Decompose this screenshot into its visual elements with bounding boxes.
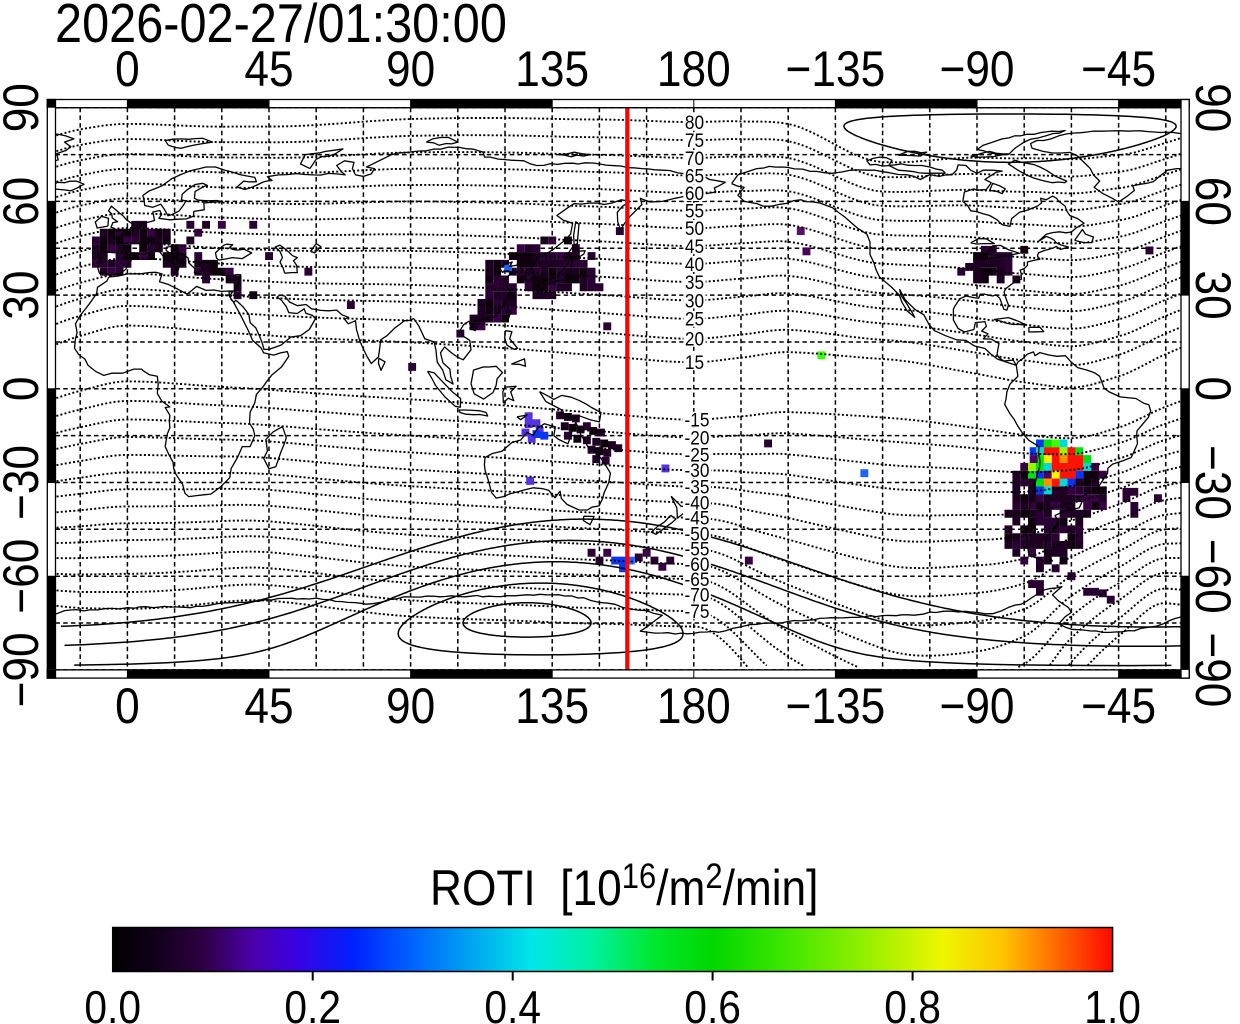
svg-text:135: 135 bbox=[515, 678, 589, 734]
svg-text:-45: -45 bbox=[685, 508, 710, 530]
svg-text:-20: -20 bbox=[685, 427, 710, 449]
svg-text:−90: −90 bbox=[940, 678, 1015, 734]
svg-text:45: 45 bbox=[244, 41, 293, 97]
svg-text:0.6: 0.6 bbox=[684, 981, 741, 1024]
svg-text:90: 90 bbox=[0, 83, 49, 132]
svg-text:−60: −60 bbox=[1185, 539, 1240, 614]
svg-text:-50: -50 bbox=[685, 523, 710, 545]
svg-text:1.0: 1.0 bbox=[1084, 981, 1141, 1024]
svg-text:-15: -15 bbox=[685, 410, 710, 432]
svg-text:0: 0 bbox=[1185, 377, 1240, 402]
svg-text:50: 50 bbox=[685, 218, 704, 240]
svg-text:0: 0 bbox=[115, 41, 140, 97]
svg-text:90: 90 bbox=[1185, 83, 1240, 132]
svg-text:90: 90 bbox=[386, 41, 435, 97]
svg-text:−135: −135 bbox=[786, 41, 886, 97]
svg-text:35: 35 bbox=[685, 272, 704, 294]
svg-text:0: 0 bbox=[0, 377, 49, 402]
svg-text:60: 60 bbox=[1185, 177, 1240, 226]
svg-text:180: 180 bbox=[657, 678, 731, 734]
svg-text:20: 20 bbox=[685, 329, 704, 351]
svg-text:30: 30 bbox=[0, 271, 49, 320]
svg-text:55: 55 bbox=[685, 201, 704, 223]
svg-text:-35: -35 bbox=[685, 477, 710, 499]
svg-text:60: 60 bbox=[685, 183, 704, 205]
svg-text:0.0: 0.0 bbox=[84, 981, 141, 1024]
svg-text:40: 40 bbox=[685, 254, 704, 276]
svg-text:65: 65 bbox=[685, 165, 704, 187]
svg-text:-40: -40 bbox=[685, 492, 710, 514]
svg-text:135: 135 bbox=[515, 41, 589, 97]
svg-text:15: 15 bbox=[685, 352, 704, 374]
svg-text:0.4: 0.4 bbox=[484, 981, 541, 1024]
svg-text:−90: −90 bbox=[1185, 632, 1240, 707]
svg-text:30: 30 bbox=[685, 290, 704, 312]
svg-text:−90: −90 bbox=[0, 632, 49, 707]
svg-text:90: 90 bbox=[386, 678, 435, 734]
svg-text:-65: -65 bbox=[685, 569, 710, 591]
svg-text:-75: -75 bbox=[685, 601, 710, 623]
svg-text:−60: −60 bbox=[0, 539, 49, 614]
svg-text:−45: −45 bbox=[1081, 678, 1156, 734]
svg-text:30: 30 bbox=[1185, 271, 1240, 320]
svg-text:−135: −135 bbox=[786, 678, 886, 734]
svg-text:-70: -70 bbox=[685, 585, 710, 607]
svg-text:−45: −45 bbox=[1081, 41, 1156, 97]
svg-text:0.8: 0.8 bbox=[884, 981, 941, 1024]
svg-text:ROTI [1016/m2/min]: ROTI [1016/m2/min] bbox=[430, 857, 818, 916]
svg-text:180: 180 bbox=[657, 41, 731, 97]
svg-text:70: 70 bbox=[685, 148, 704, 170]
svg-text:-25: -25 bbox=[685, 444, 710, 466]
svg-text:−90: −90 bbox=[940, 41, 1015, 97]
svg-text:-30: -30 bbox=[685, 460, 710, 482]
svg-text:−30: −30 bbox=[1185, 445, 1240, 520]
svg-text:45: 45 bbox=[685, 236, 704, 258]
svg-text:-55: -55 bbox=[685, 539, 710, 561]
svg-text:25: 25 bbox=[685, 309, 704, 331]
svg-text:-60: -60 bbox=[685, 554, 710, 576]
svg-text:60: 60 bbox=[0, 177, 49, 226]
svg-text:75: 75 bbox=[685, 130, 704, 152]
svg-text:0.2: 0.2 bbox=[284, 981, 341, 1024]
svg-text:−30: −30 bbox=[0, 445, 49, 520]
svg-text:45: 45 bbox=[244, 678, 293, 734]
svg-text:80: 80 bbox=[685, 112, 704, 134]
svg-text:2026-02-27/01:30:00: 2026-02-27/01:30:00 bbox=[55, 0, 507, 54]
svg-text:0: 0 bbox=[115, 678, 140, 734]
